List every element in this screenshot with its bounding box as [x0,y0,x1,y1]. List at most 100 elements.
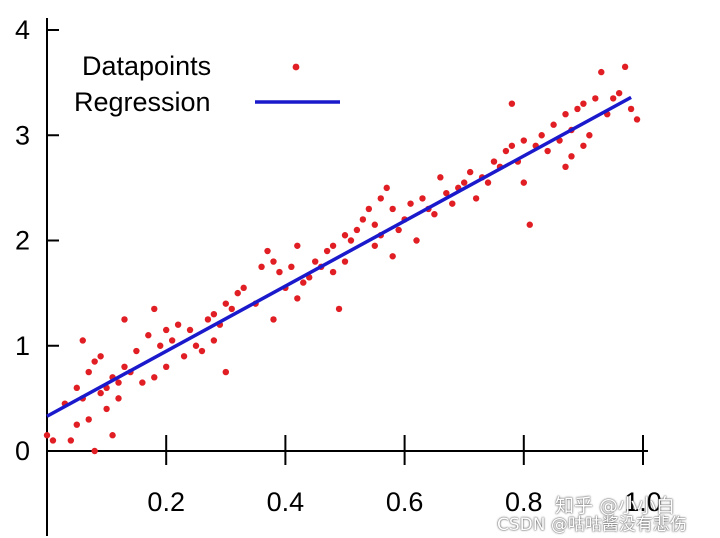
datapoint [353,226,361,234]
datapoint [580,142,587,149]
datapoint [413,237,420,244]
datapoint [264,247,271,255]
datapoint [73,421,81,428]
datapoint [610,95,617,102]
datapoint [312,258,319,265]
datapoint [240,284,247,292]
datapoint [437,174,444,181]
y-tick-label: 2 [15,226,30,256]
datapoint [484,179,492,186]
datapoint [192,342,200,349]
datapoint [294,242,301,249]
datapoint [502,147,510,155]
datapoint [109,432,116,439]
datapoint [472,195,480,202]
datapoint [121,363,128,370]
datapoint [347,237,355,244]
regression-line [46,95,632,418]
datapoint [270,258,277,265]
datapoint [526,221,533,228]
datapoint [300,279,307,286]
datapoint [449,200,456,207]
y-ticks: 0 1 2 3 4 [15,15,59,466]
legend-label-datapoints: Datapoints [82,51,211,81]
datapoint [222,300,229,307]
datapoint [151,305,158,313]
legend-swatch-datapoints [292,63,300,71]
datapoint [145,332,152,339]
datapoint [520,137,527,144]
datapoint [79,337,86,344]
datapoints-series [43,63,641,455]
datapoint [419,195,426,202]
datapoint [490,158,498,165]
datapoint [49,437,57,444]
datapoint [598,68,605,76]
datapoint [329,242,337,249]
datapoint [431,210,438,218]
x-tick-label: 0.2 [147,487,185,517]
datapoint [180,353,188,360]
datapoint [389,205,396,213]
datapoint [234,289,241,297]
datapoint [592,95,599,102]
datapoint [115,395,122,402]
datapoint [550,121,557,128]
axes: 0 1 2 3 4 0.2 0.4 0.6 0.8 1.0 [15,15,662,536]
datapoint [103,405,110,413]
datapoint [270,316,277,323]
datapoint [538,132,545,139]
x-tick-label: 0.4 [267,487,305,517]
datapoint [133,347,140,355]
datapoint [377,195,384,202]
datapoint [228,305,235,313]
x-tick-label: 0.6 [386,487,424,517]
datapoint [97,389,104,397]
legend: Datapoints Regression [74,51,340,117]
datapoint [568,153,575,160]
datapoint [43,432,51,439]
datapoint [341,232,349,239]
datapoint [443,189,450,197]
datapoint [389,253,396,260]
datapoint [395,226,402,234]
datapoint [633,116,641,123]
datapoint [359,216,367,223]
regression-series [46,95,632,418]
x-tick-label: 0.8 [505,487,543,517]
datapoint [383,184,390,192]
x-ticks: 0.2 0.4 0.6 0.8 1.0 [147,435,662,517]
datapoint [85,416,92,423]
datapoint [67,437,75,444]
datapoint [580,100,587,107]
datapoint [341,258,349,265]
datapoint [329,268,337,276]
datapoint [407,200,414,207]
datapoint [371,242,378,249]
datapoint [627,105,635,113]
datapoint [562,111,569,118]
datapoint [139,379,146,386]
datapoint [562,163,569,171]
datapoint [586,132,593,139]
datapoint [335,305,343,313]
datapoint [73,384,81,392]
watermark-zhihu: 知乎 @小小白 [555,495,676,517]
datapoint [210,310,218,318]
datapoint [276,268,283,276]
datapoint [466,168,474,176]
datapoint [222,368,229,376]
y-tick-label: 0 [15,436,30,466]
datapoint [151,374,158,381]
datapoint [371,221,378,228]
datapoint [508,100,516,107]
datapoint [210,337,218,344]
datapoint [121,316,128,323]
y-tick-label: 4 [15,15,30,45]
datapoint [461,179,468,186]
datapoint [174,321,182,328]
datapoint [520,179,527,186]
datapoint [168,337,176,344]
y-tick-label: 3 [15,120,30,150]
datapoint [288,263,295,271]
